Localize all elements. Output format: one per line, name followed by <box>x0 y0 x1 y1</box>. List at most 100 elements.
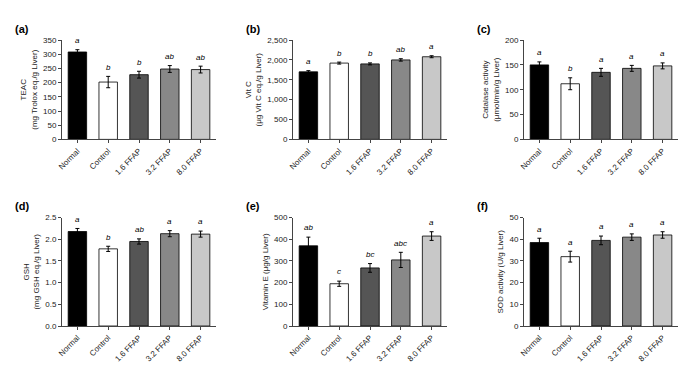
svg-text:100: 100 <box>274 300 288 309</box>
svg-text:(a): (a) <box>15 23 29 35</box>
svg-text:Control: Control <box>550 333 575 358</box>
svg-text:Normal: Normal <box>57 333 82 358</box>
svg-text:a: a <box>429 42 434 51</box>
svg-text:8.0 FFAP: 8.0 FFAP <box>175 147 205 177</box>
svg-text:ab: ab <box>165 52 174 61</box>
svg-text:(c): (c) <box>477 23 491 35</box>
svg-text:a: a <box>167 217 172 226</box>
svg-text:10: 10 <box>509 300 518 309</box>
svg-text:1.6 FFAP: 1.6 FFAP <box>344 147 374 177</box>
svg-text:b: b <box>106 63 111 72</box>
svg-text:a: a <box>75 215 80 224</box>
svg-text:(f): (f) <box>477 200 488 212</box>
svg-text:1.6 FFAP: 1.6 FFAP <box>575 333 605 363</box>
svg-text:TEAC(mg Trolox eq./g Liver): TEAC(mg Trolox eq./g Liver) <box>19 49 38 129</box>
svg-text:2,500: 2,500 <box>267 36 288 45</box>
svg-text:Normal: Normal <box>288 147 313 172</box>
svg-text:a: a <box>198 217 203 226</box>
svg-text:b: b <box>568 64 573 73</box>
svg-text:3.2 FFAP: 3.2 FFAP <box>375 147 405 177</box>
svg-text:b: b <box>137 58 142 67</box>
svg-text:(d): (d) <box>15 200 29 212</box>
svg-text:a: a <box>599 222 604 231</box>
svg-text:ab: ab <box>135 225 144 234</box>
svg-text:8.0 FFAP: 8.0 FFAP <box>175 333 205 363</box>
svg-text:0.5: 0.5 <box>45 300 57 309</box>
svg-text:1,500: 1,500 <box>267 76 288 85</box>
svg-text:8.0 FFAP: 8.0 FFAP <box>406 147 436 177</box>
svg-text:30: 30 <box>509 257 518 266</box>
svg-text:Control: Control <box>550 147 575 172</box>
svg-text:2.0: 2.0 <box>45 235 57 244</box>
svg-text:3.2 FFAP: 3.2 FFAP <box>144 333 174 363</box>
svg-text:200: 200 <box>274 278 288 287</box>
svg-text:20: 20 <box>509 278 518 287</box>
svg-text:0: 0 <box>283 135 288 144</box>
svg-text:a: a <box>75 36 80 45</box>
svg-text:200: 200 <box>43 78 57 87</box>
svg-text:a: a <box>568 238 573 247</box>
svg-text:8.0 FFAP: 8.0 FFAP <box>637 333 667 363</box>
svg-text:0: 0 <box>514 135 519 144</box>
svg-text:Vitamin E (μg/g Liver): Vitamin E (μg/g Liver) <box>261 233 270 310</box>
svg-text:500: 500 <box>274 213 288 222</box>
svg-text:a: a <box>629 220 634 229</box>
svg-text:40: 40 <box>509 235 518 244</box>
svg-text:3.2 FFAP: 3.2 FFAP <box>144 147 174 177</box>
svg-text:3.2 FFAP: 3.2 FFAP <box>606 147 636 177</box>
svg-text:350: 350 <box>43 36 57 45</box>
svg-text:200: 200 <box>505 36 519 45</box>
svg-text:150: 150 <box>505 61 519 70</box>
svg-text:a: a <box>629 52 634 61</box>
svg-text:b: b <box>368 49 373 58</box>
svg-text:ab: ab <box>196 53 205 62</box>
svg-text:150: 150 <box>43 93 57 102</box>
svg-text:a: a <box>537 48 542 57</box>
svg-text:c: c <box>337 267 341 276</box>
svg-text:ab: ab <box>396 45 405 54</box>
svg-text:abc: abc <box>394 239 407 248</box>
svg-text:0: 0 <box>52 135 57 144</box>
svg-text:SOD activity (U/g Liver): SOD activity (U/g Liver) <box>496 230 505 314</box>
svg-text:1.6 FFAP: 1.6 FFAP <box>113 333 143 363</box>
svg-text:400: 400 <box>274 235 288 244</box>
svg-text:Catalase activity(μmol/min/g L: Catalase activity(μmol/min/g Liver) <box>481 57 500 122</box>
svg-text:50: 50 <box>509 213 518 222</box>
svg-text:50: 50 <box>47 121 56 130</box>
svg-text:bc: bc <box>366 250 374 259</box>
svg-text:50: 50 <box>509 110 518 119</box>
svg-text:8.0 FFAP: 8.0 FFAP <box>406 333 436 363</box>
svg-text:a: a <box>306 57 311 66</box>
svg-text:100: 100 <box>43 107 57 116</box>
svg-text:8.0 FFAP: 8.0 FFAP <box>637 147 667 177</box>
svg-text:GSH(mg GSH eq./g Liver): GSH(mg GSH eq./g Liver) <box>22 234 41 310</box>
svg-text:b: b <box>106 233 111 242</box>
svg-text:2.5: 2.5 <box>45 213 57 222</box>
svg-text:500: 500 <box>274 115 288 124</box>
svg-text:1,000: 1,000 <box>267 95 288 104</box>
svg-text:0: 0 <box>283 322 288 331</box>
svg-text:a: a <box>660 218 665 227</box>
svg-text:Vit C(μg Vit C eq./g Liver): Vit C(μg Vit C eq./g Liver) <box>244 53 263 127</box>
svg-text:100: 100 <box>505 86 519 95</box>
svg-text:a: a <box>429 218 434 227</box>
svg-text:Normal: Normal <box>519 147 544 172</box>
svg-text:1.0: 1.0 <box>45 278 57 287</box>
svg-text:Control: Control <box>319 333 344 358</box>
svg-text:3.2 FFAP: 3.2 FFAP <box>375 333 405 363</box>
svg-text:Normal: Normal <box>288 333 313 358</box>
svg-text:(b): (b) <box>246 23 260 35</box>
svg-text:(e): (e) <box>246 200 260 212</box>
svg-text:1.6 FFAP: 1.6 FFAP <box>344 333 374 363</box>
svg-text:3.2 FFAP: 3.2 FFAP <box>606 333 636 363</box>
svg-text:Normal: Normal <box>519 333 544 358</box>
svg-text:300: 300 <box>274 257 288 266</box>
svg-text:b: b <box>337 49 342 58</box>
svg-text:250: 250 <box>43 64 57 73</box>
svg-text:Control: Control <box>319 147 344 172</box>
svg-text:a: a <box>599 55 604 64</box>
svg-text:1.5: 1.5 <box>45 257 57 266</box>
svg-text:1.6 FFAP: 1.6 FFAP <box>575 147 605 177</box>
svg-text:Normal: Normal <box>57 147 82 172</box>
svg-text:Control: Control <box>88 333 113 358</box>
